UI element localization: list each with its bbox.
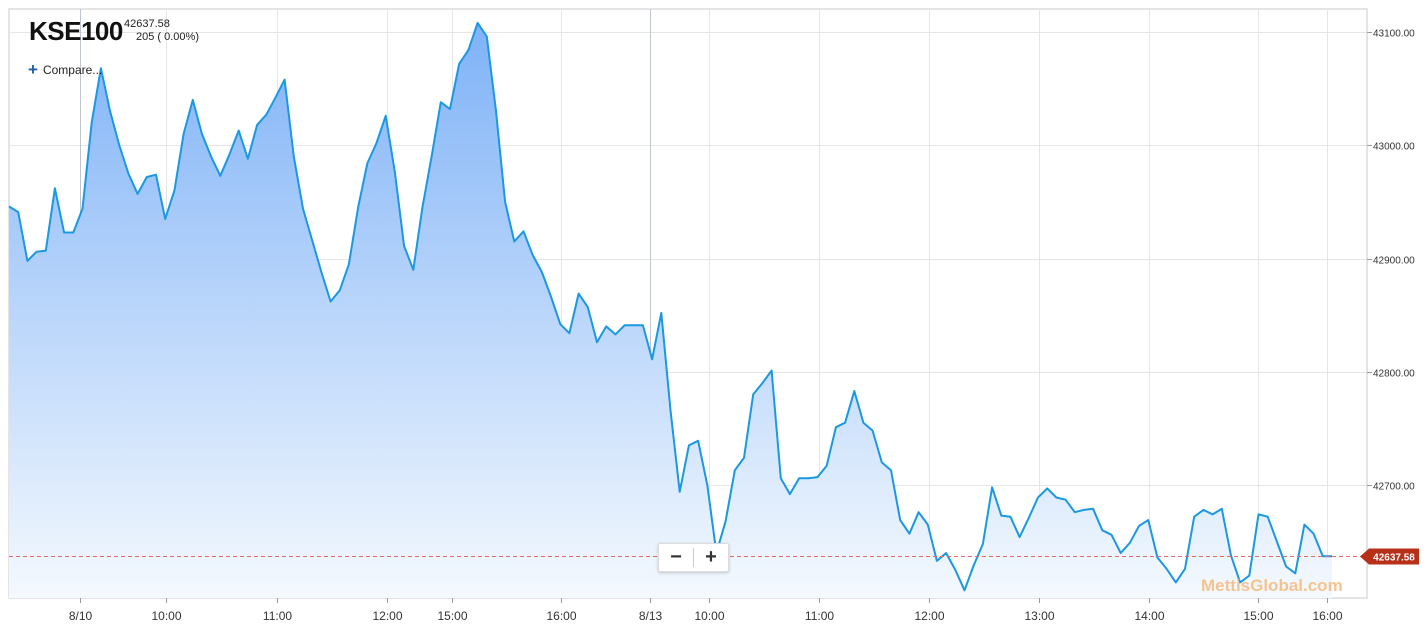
- x-tick-label: 8/13: [639, 609, 663, 623]
- x-tick-label: 11:00: [263, 609, 292, 623]
- axis-layer: 42700.00 42800.00 42900.00 43000.00 43100.00…: [69, 29, 1415, 624]
- x-tick-label: 15:00: [1243, 609, 1273, 623]
- change-label: 205 ( 0.00%): [136, 31, 199, 43]
- x-tick-label: 10:00: [151, 609, 181, 623]
- x-tick-label: 12:00: [914, 609, 944, 623]
- last-price-label: 42637.58: [124, 18, 170, 30]
- price-tag-label: 42637.58: [1373, 553, 1415, 564]
- compare-button[interactable]: + Compare...: [28, 60, 103, 79]
- x-tick-label: 12:00: [372, 609, 402, 623]
- plus-icon: +: [28, 60, 38, 79]
- area-layer: [8, 21, 1332, 598]
- series-line: [8, 21, 1332, 592]
- symbol-title: KSE100: [29, 16, 123, 46]
- compare-label: Compare...: [42, 63, 103, 77]
- price-tag: [1360, 548, 1419, 565]
- zoom-divider: [693, 548, 694, 567]
- y-tick-label: 42800.00: [1373, 369, 1415, 380]
- x-tick-label: 8/10: [69, 609, 93, 623]
- zoom-in-button[interactable]: +: [705, 546, 717, 568]
- watermark-logo: MettisGlobal.com: [1201, 576, 1343, 595]
- y-tick-label: 42700.00: [1373, 482, 1415, 493]
- x-tick-label: 16:00: [1312, 609, 1342, 623]
- x-tick-label: 15:00: [437, 609, 467, 623]
- x-tick-label: 14:00: [1134, 609, 1164, 623]
- x-tick-label: 11:00: [805, 609, 834, 623]
- x-tick-label: 13:00: [1024, 609, 1054, 623]
- series-area: [9, 22, 1332, 598]
- x-tick-label: 10:00: [694, 609, 724, 623]
- zoom-out-button[interactable]: −: [670, 546, 682, 568]
- y-tick-label: 42900.00: [1373, 256, 1415, 267]
- zoom-control: − +: [658, 543, 729, 572]
- y-tick-label: 43000.00: [1373, 142, 1415, 153]
- x-tick-label: 16:00: [546, 609, 576, 623]
- y-tick-label: 43100.00: [1373, 29, 1415, 40]
